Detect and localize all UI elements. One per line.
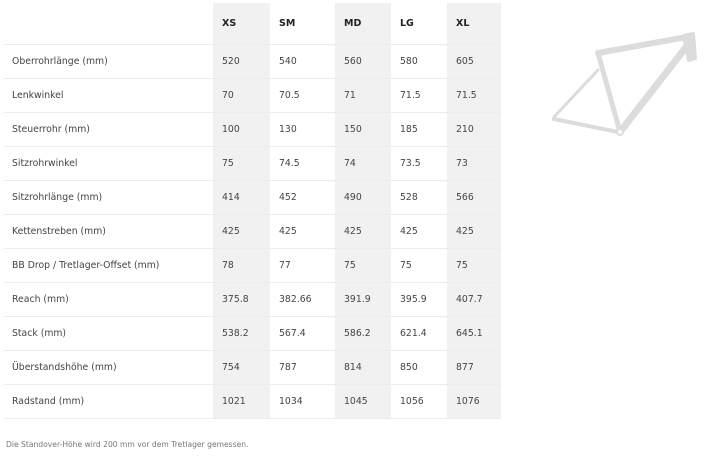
value-cell-xs: 520: [213, 43, 270, 78]
row-label: Oberrohrlänge (mm): [4, 43, 213, 78]
value-cell-sm: 452: [270, 179, 335, 214]
geometry-table: XS SM MD LG XL Oberrohrlänge (mm) 520 540 5…: [4, 3, 501, 419]
size-header-xl: XL: [447, 3, 501, 44]
row-label: Stack (mm): [4, 315, 213, 350]
value-cell-md: 586.2: [335, 315, 391, 350]
value-cell-xs: 375.8: [213, 281, 270, 316]
size-header-xs: XS: [213, 3, 270, 44]
row-label: Lenkwinkel: [4, 77, 213, 112]
table-row: Sitzrohrlänge (mm) 414 452 490 528 566: [4, 179, 501, 214]
bike-frame-icon: [552, 32, 697, 136]
value-cell-xs: 70: [213, 77, 270, 112]
table-row: Lenkwinkel 70 70.5 71 71.5 71.5: [4, 77, 501, 112]
table-row: Steuerrohr (mm) 100 130 150 185 210: [4, 111, 501, 146]
table-row: BB Drop / Tretlager-Offset (mm) 78 77 75 75 7…: [4, 247, 501, 282]
value-cell-xl: 73: [447, 145, 501, 180]
table-row: Oberrohrlänge (mm) 520 540 560 580 605: [4, 43, 501, 78]
value-cell-xl: 605: [447, 43, 501, 78]
value-cell-lg: 528: [391, 179, 447, 214]
value-cell-sm: 540: [270, 43, 335, 78]
table-row: Kettenstreben (mm) 425 425 425 425 425: [4, 213, 501, 248]
value-cell-sm: 567.4: [270, 315, 335, 350]
value-cell-lg: 621.4: [391, 315, 447, 350]
value-cell-sm: 130: [270, 111, 335, 146]
size-header-lg: LG: [400, 17, 414, 29]
value-cell-xl: 75: [447, 247, 501, 282]
value-cell-lg: 395.9: [391, 281, 447, 316]
size-header-md: MD: [335, 3, 391, 44]
value-cell-xs: 425: [213, 213, 270, 248]
value-cell-lg: 850: [391, 349, 447, 384]
table-row: Überstandshöhe (mm) 754 787 814 850 877: [4, 349, 501, 384]
row-label: Radstand (mm): [4, 383, 213, 419]
table-row: Stack (mm) 538.2 567.4 586.2 621.4 645.1: [4, 315, 501, 350]
value-cell-xl: 71.5: [447, 77, 501, 112]
size-header-row: XS SM MD LG XL: [4, 3, 501, 44]
value-cell-lg: 73.5: [391, 145, 447, 180]
value-cell-md: 391.9: [335, 281, 391, 316]
value-cell-md: 814: [335, 349, 391, 384]
row-label: Kettenstreben (mm): [4, 213, 213, 248]
value-cell-xs: 538.2: [213, 315, 270, 350]
value-cell-xl: 425: [447, 213, 501, 248]
value-cell-sm: 382.66: [270, 281, 335, 316]
value-cell-sm: 77: [270, 247, 335, 282]
value-cell-md: 425: [335, 213, 391, 248]
row-label: Sitzrohrlänge (mm): [4, 179, 213, 214]
value-cell-xs: 414: [213, 179, 270, 214]
value-cell-lg: 1056: [391, 383, 447, 419]
value-cell-lg: 71.5: [391, 77, 447, 112]
value-cell-xs: 100: [213, 111, 270, 146]
value-cell-xs: 75: [213, 145, 270, 180]
value-cell-xl: 645.1: [447, 315, 501, 350]
header-empty-cell: [4, 3, 213, 44]
row-label: Steuerrohr (mm): [4, 111, 213, 146]
value-cell-sm: 425: [270, 213, 335, 248]
value-cell-xs: 1021: [213, 383, 270, 419]
value-cell-xl: 210: [447, 111, 501, 146]
row-label: BB Drop / Tretlager-Offset (mm): [4, 247, 213, 282]
value-cell-sm: 74.5: [270, 145, 335, 180]
value-cell-sm: 1034: [270, 383, 335, 419]
value-cell-sm: 70.5: [270, 77, 335, 112]
value-cell-xs: 754: [213, 349, 270, 384]
value-cell-xl: 877: [447, 349, 501, 384]
value-cell-md: 75: [335, 247, 391, 282]
row-label: Reach (mm): [4, 281, 213, 316]
value-cell-xs: 78: [213, 247, 270, 282]
table-row: Radstand (mm) 1021 1034 1045 1056 1076: [4, 383, 501, 419]
size-header-sm: SM: [279, 17, 296, 29]
value-cell-xl: 407.7: [447, 281, 501, 316]
value-cell-md: 560: [335, 43, 391, 78]
value-cell-md: 74: [335, 145, 391, 180]
value-cell-xl: 566: [447, 179, 501, 214]
table-row: Reach (mm) 375.8 382.66 391.9 395.9 407.7: [4, 281, 501, 316]
row-label: Sitzrohrwinkel: [4, 145, 213, 180]
value-cell-md: 490: [335, 179, 391, 214]
footnote: Die Standover-Höhe wird 200 mm vor dem T…: [6, 440, 249, 449]
value-cell-md: 71: [335, 77, 391, 112]
value-cell-lg: 580: [391, 43, 447, 78]
table-row: Sitzrohrwinkel 75 74.5 74 73.5 73: [4, 145, 501, 180]
value-cell-md: 1045: [335, 383, 391, 419]
row-label: Überstandshöhe (mm): [4, 349, 213, 384]
value-cell-lg: 75: [391, 247, 447, 282]
value-cell-md: 150: [335, 111, 391, 146]
value-cell-lg: 425: [391, 213, 447, 248]
value-cell-xl: 1076: [447, 383, 501, 419]
value-cell-lg: 185: [391, 111, 447, 146]
value-cell-sm: 787: [270, 349, 335, 384]
